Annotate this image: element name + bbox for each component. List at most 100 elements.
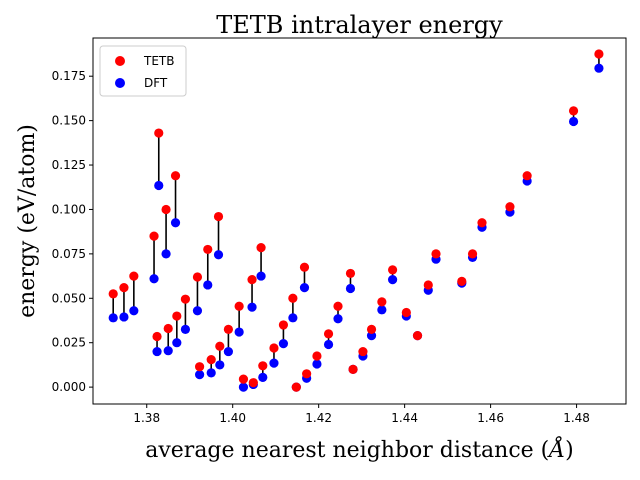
dft-point-25 [278,338,289,349]
dft-point-17 [223,346,233,357]
dft-point-30 [312,359,322,369]
tetb-point-43 [457,276,467,287]
dft-point-4 [152,346,162,357]
tetb-point-32 [333,301,343,311]
dft-point-37 [377,305,387,315]
tetb-point-25 [278,320,289,330]
tetb-point-36 [366,324,377,334]
y-tick-label-6: 0.150 [52,114,86,128]
dft-point-24 [269,358,279,368]
tetb-point-22 [256,243,266,253]
tetb-point-34 [348,364,358,374]
x-tick-label-1: 1.40 [219,411,246,425]
x-tick-label-3: 1.44 [391,411,418,425]
tetb-point-33 [345,268,356,279]
x-axis-label: average nearest neighbor distance (Å) [145,435,574,463]
tetb-point-2 [129,271,139,281]
tetb-point-14 [206,354,216,365]
dft-point-2 [129,306,139,316]
tetb-point-7 [163,323,173,334]
x-tick-label-5: 1.48 [563,411,590,425]
dft-point-22 [256,271,266,281]
y-tick-label-1: 0.025 [52,336,86,350]
tetb-point-39 [401,307,411,318]
tetb-point-20 [247,275,257,285]
tetb-point-44 [467,249,478,259]
dft-point-33 [345,283,356,294]
dft-point-28 [299,283,310,293]
tetb-point-1 [119,283,129,293]
dft-point-31 [323,339,334,350]
tetb-point-40 [412,330,423,341]
legend-marker-tetb [115,56,125,66]
tetb-point-47 [522,171,532,181]
dft-point-20 [247,302,257,312]
legend-marker-dft [115,78,125,88]
legend-label-tetb: TETB [143,54,174,68]
tetb-point-13 [203,244,213,255]
tetb-point-41 [423,280,433,290]
tetb-point-10 [180,294,191,304]
tetb-point-24 [269,343,279,353]
tetb-point-31 [323,329,334,339]
x-axis-label-text: average nearest neighbor distance ( [145,438,549,463]
y-axis: 0.000 0.025 0.050 0.075 0.100 0.125 0.150 0.175 [52,69,93,394]
dft-point-0 [108,313,118,323]
dft-point-11 [192,306,203,316]
tetb-point-26 [288,293,298,303]
tetb-point-23 [258,361,268,371]
dft-point-8 [170,218,181,228]
chart-title: TETB intralayer energy [216,11,503,39]
tetb-point-46 [505,202,515,212]
tetb-point-9 [172,311,182,321]
x-axis: 1.38 1.40 1.42 1.44 1.46 1.48 [133,404,590,425]
dft-point-7 [163,346,173,356]
tetb-point-0 [108,289,118,299]
dft-point-16 [215,360,225,370]
dft-point-6 [161,249,171,259]
y-tick-label-0: 0.000 [52,380,86,394]
x-axis-label-unit: Å [546,435,565,463]
tetb-point-21 [248,378,258,388]
tetb-point-28 [299,262,310,272]
tetb-point-6 [161,204,171,215]
tetb-point-12 [195,362,205,372]
tetb-point-4 [152,331,162,342]
dft-point-3 [149,274,159,284]
tetb-point-11 [192,272,203,282]
tetb-point-5 [154,128,164,138]
y-axis-label: energy (eV/atom) [15,124,40,318]
dft-point-38 [387,275,398,285]
y-tick-label-5: 0.125 [52,158,86,172]
tetb-point-30 [312,351,322,361]
tetb-point-27 [291,382,301,392]
dft-point-49 [594,63,604,73]
y-tick-label-7: 0.175 [52,69,86,83]
tetb-point-45 [477,218,487,228]
dft-point-15 [213,250,224,260]
y-tick-label-4: 0.100 [52,202,86,216]
tetb-point-38 [387,265,398,275]
x-tick-label-4: 1.46 [477,411,504,425]
legend-label-dft: DFT [144,76,168,90]
tetb-point-8 [170,171,181,181]
tetb-point-3 [149,231,159,241]
dft-point-19 [238,382,249,392]
tetb-point-49 [594,49,604,59]
dft-point-18 [234,327,244,337]
dft-point-32 [333,314,343,324]
y-tick-label-3: 0.075 [52,247,86,261]
tetb-point-35 [358,346,368,357]
tetb-series [108,49,604,392]
dft-point-1 [119,312,129,322]
tetb-point-29 [302,369,312,379]
tetb-point-48 [568,106,579,116]
dft-point-14 [206,368,216,378]
legend: TETB DFT [99,45,187,97]
dft-point-23 [258,372,268,382]
dft-point-5 [154,180,164,191]
tetb-point-42 [431,249,441,259]
tetb-point-18 [234,301,244,311]
tetb-point-37 [377,297,387,307]
